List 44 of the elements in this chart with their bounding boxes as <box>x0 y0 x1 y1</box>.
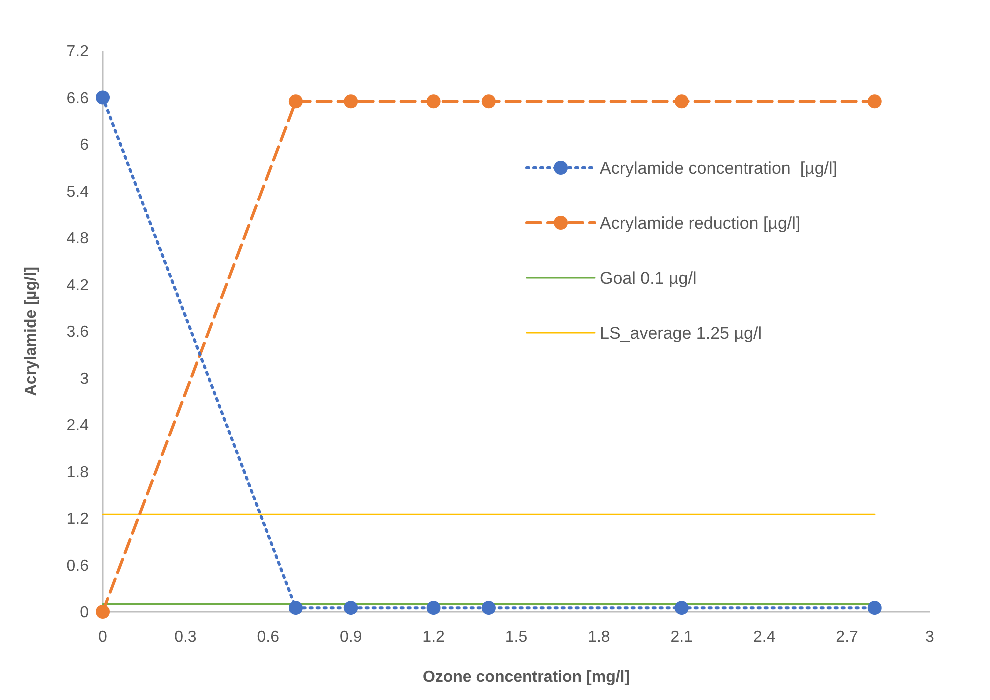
point <box>426 601 441 616</box>
x-tick-label: 0.9 <box>340 629 362 646</box>
x-tick-label: 0.3 <box>174 629 197 646</box>
point <box>426 94 441 109</box>
point <box>674 94 689 109</box>
y-tick-label: 1.8 <box>66 464 90 482</box>
x-tick-label: 2.1 <box>670 629 694 646</box>
y-tick-label: 0.6 <box>66 558 90 575</box>
legend-label: Goal 0.1 µg/l <box>600 268 697 288</box>
x-tick-label: 2.4 <box>753 629 776 646</box>
y-tick-label: 3.6 <box>66 324 90 342</box>
x-tick-label: 1.8 <box>588 629 610 646</box>
point <box>674 601 689 616</box>
point <box>96 90 110 105</box>
y-tick-label: 6.6 <box>66 90 90 108</box>
point <box>344 94 358 109</box>
point <box>482 601 496 616</box>
x-tick-label: 0.6 <box>257 629 280 646</box>
y-tick-label: 1.2 <box>66 511 90 528</box>
y-tick-label: 4.8 <box>66 230 90 248</box>
point <box>344 601 358 616</box>
y-tick-label: 2.4 <box>66 418 90 435</box>
point <box>868 94 882 109</box>
y-tick-label: 0 <box>80 604 90 622</box>
legend-label: LS_average 1.25 µg/l <box>600 324 762 343</box>
y-axis-title: Acrylamide [µg/l] <box>23 266 40 396</box>
point <box>288 94 303 109</box>
y-tick-label: 5.4 <box>66 184 90 201</box>
point <box>482 94 496 109</box>
x-tick-label: 2.7 <box>836 629 859 646</box>
x-tick-label: 3 <box>926 629 935 646</box>
x-tick-label: 1.2 <box>422 629 446 646</box>
x-tick-label: 1.5 <box>505 629 528 646</box>
y-tick-label: 3 <box>80 370 90 388</box>
legend-label: Acrylamide concentration [µg/l] <box>600 158 838 178</box>
y-tick-label: 4.2 <box>66 277 90 294</box>
point <box>868 601 882 616</box>
legend-label: Acrylamide reduction [µg/l] <box>600 214 801 233</box>
y-tick-label: 7.2 <box>66 44 90 61</box>
point <box>288 601 303 616</box>
y-tick-label: 6 <box>80 137 90 154</box>
x-axis-title: Ozone concentration [mg/l] <box>422 669 630 686</box>
x-tick-label: 0 <box>98 629 108 646</box>
point <box>96 605 110 619</box>
